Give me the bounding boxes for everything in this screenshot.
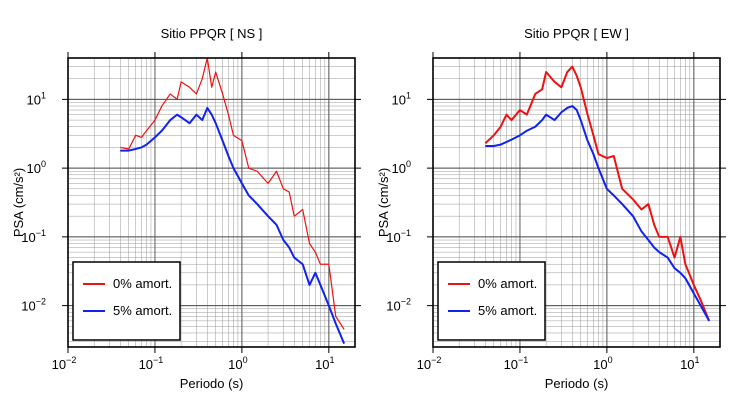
tick-label: 10−2 [52,355,77,372]
tick-label: 10−2 [417,355,442,372]
legend-label: 5% amort. [478,303,537,318]
legend-label: 0% amort. [478,276,537,291]
tick-label: 100 [228,355,247,372]
tick-exponent: 0 [608,355,613,365]
y-axis-label: PSA (cm/s²) [11,168,26,237]
x-axis-label: Periodo (s) [545,376,609,391]
tick-label: 100 [392,159,411,176]
legend-label: 5% amort. [113,303,172,318]
tick-exponent: −2 [36,297,46,307]
tick-exponent: −1 [153,355,163,365]
chart-title: Sitio PPQR [ EW ] [524,26,629,41]
tick-exponent: 0 [243,355,248,365]
tick-label: 10−1 [139,355,164,372]
tick-label: 101 [680,355,699,372]
tick-exponent: −2 [401,297,411,307]
legend-box [437,261,546,341]
tick-exponent: 1 [406,90,411,100]
tick-exponent: −1 [401,228,411,238]
tick-label: 101 [392,90,411,107]
tick-label: 10−2 [21,297,46,314]
tick-label: 10−2 [386,297,411,314]
tick-exponent: 0 [406,159,411,169]
tick-exponent: −1 [518,355,528,365]
series-line [484,65,711,322]
legend-box [72,261,181,341]
tick-exponent: 1 [330,355,335,365]
x-axis-label: Periodo (s) [180,376,244,391]
tick-label: 101 [27,90,46,107]
series-line [120,106,346,345]
y-axis-label: PSA (cm/s²) [376,168,391,237]
tick-label: 100 [27,159,46,176]
tick-label: 10−1 [504,355,529,372]
tick-exponent: −1 [36,228,46,238]
tick-exponent: −2 [431,355,441,365]
tick-label: 100 [593,355,612,372]
series-line [485,105,711,322]
tick-exponent: 0 [41,159,46,169]
plot-frame [67,57,356,348]
plot-frame [432,57,721,348]
legend-label: 0% amort. [113,276,172,291]
tick-exponent: −2 [66,355,76,365]
chart-title: Sitio PPQR [ NS ] [161,26,263,41]
tick-label: 101 [315,355,334,372]
series-line [120,57,345,330]
tick-exponent: 1 [695,355,700,365]
tick-exponent: 1 [41,90,46,100]
